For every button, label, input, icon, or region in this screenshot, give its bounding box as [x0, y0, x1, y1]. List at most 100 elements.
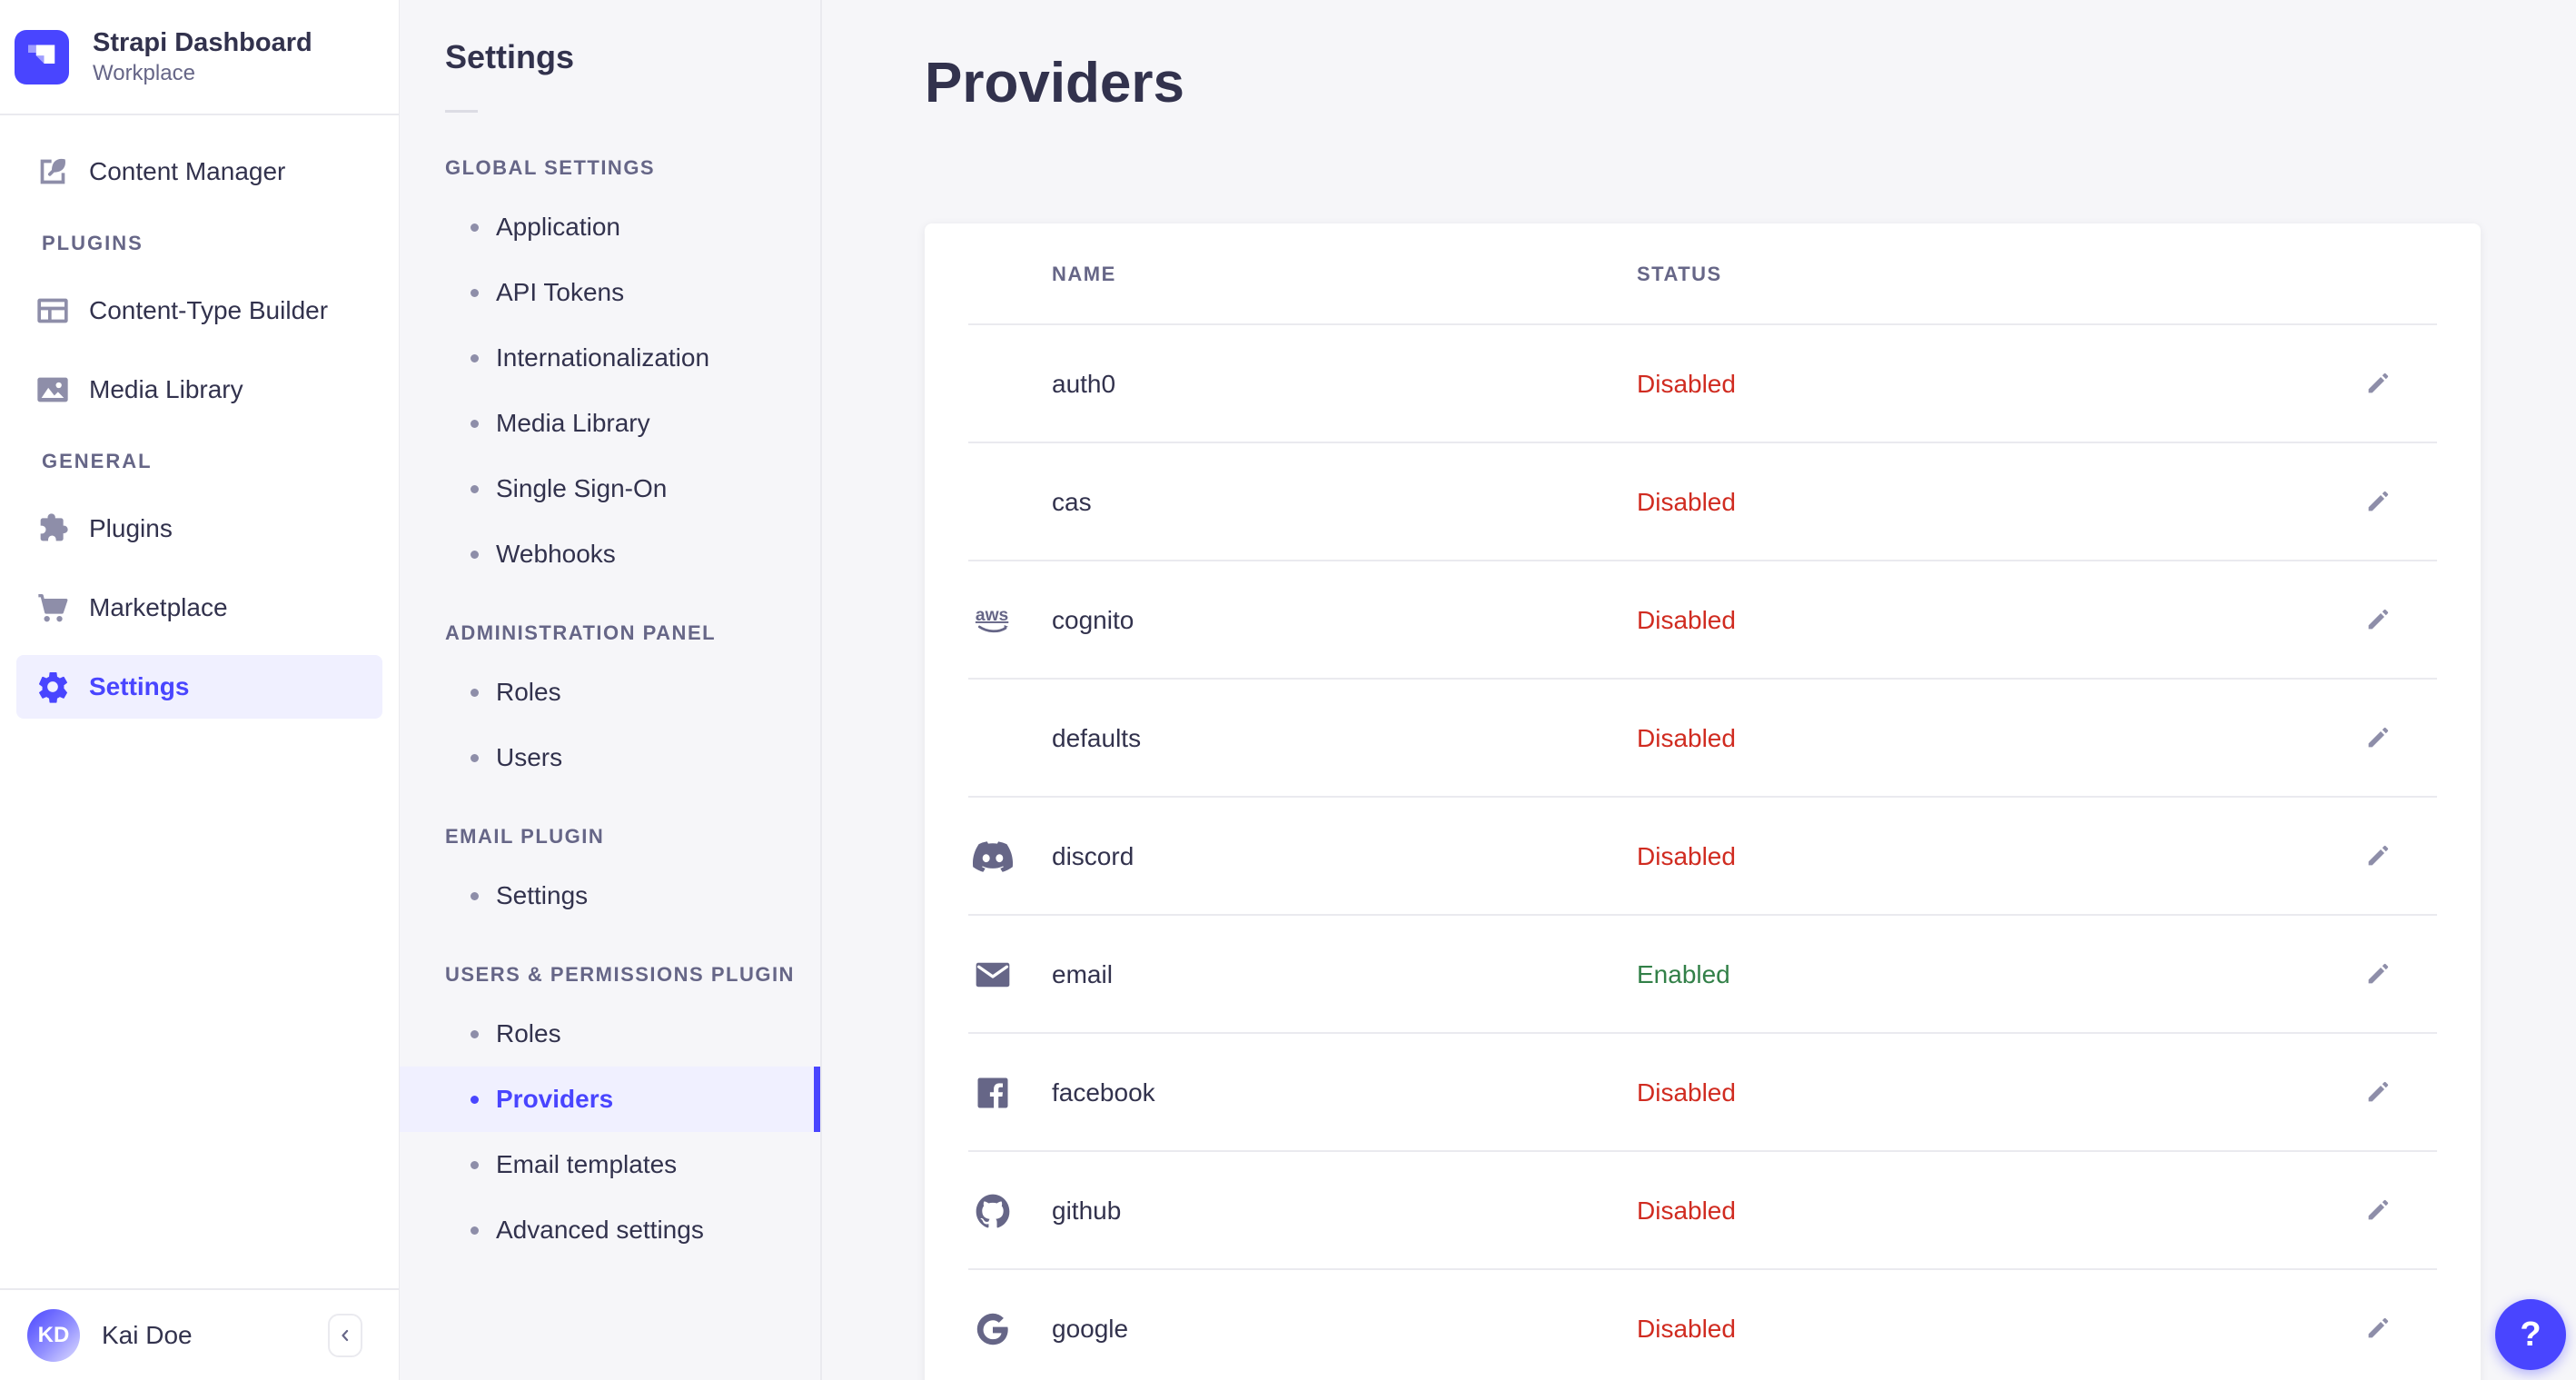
sidebar-item-plugins[interactable]: Plugins	[16, 497, 382, 561]
google-icon	[972, 1308, 1014, 1350]
settings-icon	[35, 669, 71, 705]
bullet-icon	[471, 223, 479, 232]
subnav-section-users-permissions-plugin: USERS & PERMISSIONS PLUGIN Roles Providers…	[400, 955, 820, 1263]
bullet-icon	[471, 1226, 479, 1235]
subnav-item-settings[interactable]: Settings	[400, 863, 820, 928]
subnav-item-api-tokens[interactable]: API Tokens	[400, 260, 820, 325]
subnav-item-label: Users	[496, 743, 563, 771]
provider-row-defaults[interactable]: defaults Disabled	[925, 680, 2481, 798]
sidebar-item-content-manager[interactable]: Content Manager	[16, 140, 382, 204]
sidebar-item-content-type-builder[interactable]: Content-Type Builder	[16, 279, 382, 343]
edit-provider-button[interactable]	[2357, 837, 2397, 877]
app-title: Strapi Dashboard	[93, 28, 312, 57]
provider-row-email[interactable]: email Enabled	[925, 916, 2481, 1034]
subnav-item-email-templates[interactable]: Email templates	[400, 1132, 820, 1197]
bullet-icon	[471, 484, 479, 493]
column-header-status: STATUS	[1637, 263, 1722, 285]
bullet-icon	[471, 353, 479, 362]
subnav-item-roles[interactable]: Roles	[400, 660, 820, 725]
bullet-icon	[471, 550, 479, 559]
sidebar-item-media-library[interactable]: Media Library	[16, 358, 382, 422]
subnav-section-global-settings: GLOBAL SETTINGS Application API Tokens Inte…	[400, 148, 820, 587]
subnav-item-label: Advanced settings	[496, 1216, 704, 1244]
provider-row-github[interactable]: github Disabled	[925, 1152, 2481, 1270]
provider-name: cognito	[1052, 606, 1134, 634]
github-icon	[972, 1190, 1014, 1232]
edit-provider-button[interactable]	[2357, 955, 2397, 995]
settings-subnav: Settings GLOBAL SETTINGS Application API T…	[400, 0, 822, 1380]
subnav-item-label: Settings	[496, 881, 589, 909]
provider-name: email	[1052, 960, 1113, 988]
bullet-icon	[471, 1095, 479, 1104]
status-badge: Disabled	[1637, 488, 1736, 516]
subnav-sections: GLOBAL SETTINGS Application API Tokens Inte…	[400, 148, 820, 1263]
subnav-item-application[interactable]: Application	[400, 194, 820, 260]
brand-text: Strapi Dashboard Workplace	[93, 27, 312, 86]
provider-name: github	[1052, 1196, 1122, 1225]
svg-text:aws: aws	[976, 606, 1008, 625]
workspace-brand[interactable]: Strapi Dashboard Workplace	[0, 0, 399, 115]
row-divider	[968, 1268, 2437, 1270]
sidebar-item-settings[interactable]: Settings	[16, 655, 382, 719]
row-divider	[968, 560, 2437, 561]
edit-provider-button[interactable]	[2357, 1073, 2397, 1113]
bullet-icon	[471, 419, 479, 428]
provider-row-auth0[interactable]: auth0 Disabled	[925, 325, 2481, 443]
content-type-builder-icon	[35, 293, 71, 329]
pencil-icon	[2363, 489, 2391, 516]
provider-name: facebook	[1052, 1078, 1155, 1107]
pencil-icon	[2363, 371, 2391, 398]
providers-table-body: auth0 Disabled cas Disabled aws cognito Disabl…	[925, 325, 2481, 1380]
collapse-sidebar-button[interactable]	[328, 1313, 362, 1357]
provider-name: auth0	[1052, 370, 1116, 398]
subnav-section-title: EMAIL PLUGIN	[445, 825, 605, 848]
subnav-item-single-sign-on[interactable]: Single Sign-On	[400, 456, 820, 521]
subnav-item-media-library[interactable]: Media Library	[400, 391, 820, 456]
provider-row-cas[interactable]: cas Disabled	[925, 443, 2481, 561]
edit-provider-button[interactable]	[2357, 719, 2397, 759]
subnav-item-webhooks[interactable]: Webhooks	[400, 521, 820, 587]
providers-table-card: NAME STATUS auth0 Disabled cas Disabled aws c…	[925, 223, 2481, 1380]
subnav-item-label: Roles	[496, 678, 561, 706]
provider-row-facebook[interactable]: facebook Disabled	[925, 1034, 2481, 1152]
email-icon	[972, 954, 1014, 996]
sidebar-item-label: Plugins	[89, 514, 173, 542]
provider-row-discord[interactable]: discord Disabled	[925, 798, 2481, 916]
row-divider	[968, 914, 2437, 916]
edit-provider-button[interactable]	[2357, 1191, 2397, 1231]
edit-provider-button[interactable]	[2357, 364, 2397, 404]
subnav-item-providers[interactable]: Providers	[400, 1067, 820, 1132]
edit-provider-button[interactable]	[2357, 601, 2397, 640]
main-nav-footer: KD Kai Doe	[0, 1288, 399, 1380]
sidebar-item-marketplace[interactable]: Marketplace	[16, 576, 382, 640]
subnav-item-label: Providers	[496, 1085, 614, 1113]
strapi-logo	[15, 29, 69, 84]
sidebar-item-label: Media Library	[89, 375, 243, 403]
column-header-name: NAME	[1052, 263, 1116, 285]
pencil-icon	[2363, 725, 2391, 752]
provider-name: discord	[1052, 842, 1134, 870]
bullet-icon	[471, 1029, 479, 1038]
aws-icon: aws	[972, 600, 1014, 641]
subnav-item-advanced-settings[interactable]: Advanced settings	[400, 1197, 820, 1263]
bullet-icon	[471, 753, 479, 762]
subnav-item-label: Roles	[496, 1019, 561, 1047]
provider-row-cognito[interactable]: aws cognito Disabled	[925, 561, 2481, 680]
subnav-item-internationalization[interactable]: Internationalization	[400, 325, 820, 391]
status-badge: Disabled	[1637, 1196, 1736, 1225]
row-divider	[968, 1032, 2437, 1034]
edit-provider-button[interactable]	[2357, 482, 2397, 522]
main-sidebar: Strapi Dashboard Workplace Content Manag…	[0, 0, 400, 1380]
edit-provider-button[interactable]	[2357, 1309, 2397, 1349]
subnav-item-label: Media Library	[496, 409, 650, 437]
provider-row-google[interactable]: google Disabled	[925, 1270, 2481, 1380]
page-title: Providers	[925, 52, 1185, 114]
row-divider	[968, 323, 2437, 325]
help-button[interactable]: ?	[2495, 1299, 2566, 1370]
subnav-item-roles[interactable]: Roles	[400, 1001, 820, 1067]
subnav-item-label: Internationalization	[496, 343, 710, 372]
status-badge: Disabled	[1637, 1315, 1736, 1343]
subnav-item-users[interactable]: Users	[400, 725, 820, 790]
pencil-icon	[2363, 607, 2391, 634]
